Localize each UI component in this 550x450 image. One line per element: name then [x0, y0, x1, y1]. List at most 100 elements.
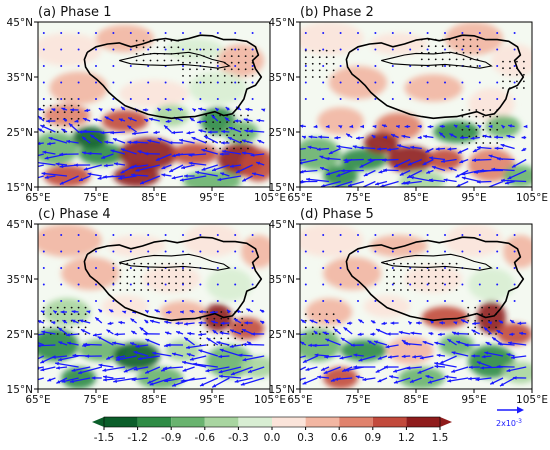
stipple-dot [182, 68, 184, 71]
wind-arrow [472, 321, 480, 326]
weak-vector [147, 300, 150, 302]
x-tick-label: 85°E [403, 394, 428, 406]
weak-vector [513, 65, 516, 67]
weak-vector [129, 48, 132, 51]
wind-arrow [182, 366, 195, 372]
stipple-dot [441, 65, 444, 67]
wind-arrow [127, 140, 137, 145]
weak-vector [216, 32, 219, 34]
stipple-dot [126, 262, 129, 265]
stipple-dot [77, 326, 80, 329]
wind-arrow [206, 337, 219, 346]
wind-arrow [389, 375, 399, 379]
wind-arrow [55, 361, 79, 368]
stipple-dot [482, 142, 485, 144]
weak-vector [251, 283, 254, 286]
wind-arrow [84, 108, 91, 113]
weak-vector [322, 283, 325, 286]
wind-arrow [422, 158, 434, 166]
stipple-dot [49, 98, 52, 100]
x-tick-label: 95°E [461, 192, 486, 204]
stipple-dot [474, 319, 477, 322]
stipple-dot [455, 58, 458, 61]
wind-arrow [218, 374, 242, 379]
wind-arrow [359, 158, 376, 169]
wind-arrow [308, 135, 318, 139]
anomaly-patch [305, 298, 353, 326]
stipple-dot [318, 333, 321, 335]
stipple-dot [420, 275, 423, 278]
wind-arrow [523, 124, 528, 129]
anomaly-patch [96, 24, 154, 53]
stipple-dot [304, 56, 307, 59]
stipple-dot [212, 127, 215, 130]
stipple-dot [230, 48, 233, 51]
stipple-dot [156, 46, 159, 49]
wind-arrow [143, 118, 149, 123]
weak-vector [461, 250, 464, 253]
stipple-dot [420, 289, 423, 291]
stipple-dot [70, 117, 73, 120]
weak-vector [42, 234, 45, 236]
stipple-dot [233, 134, 235, 137]
colorbar-label: -0.3 [228, 432, 249, 444]
stipple-dot [70, 326, 73, 329]
stipple-dot [56, 319, 59, 322]
weak-vector [216, 283, 219, 286]
wind-arrow [246, 308, 253, 313]
wind-arrow [143, 332, 160, 336]
stipple-dot [434, 275, 437, 278]
plateau-boundary [83, 34, 263, 120]
weak-vector [513, 32, 516, 34]
stipple-dot [175, 289, 177, 291]
wind-arrow [375, 366, 388, 374]
weak-vector [129, 65, 132, 67]
wind-arrow [131, 330, 137, 335]
wind-arrow [468, 365, 480, 369]
stipple-dot [393, 262, 395, 265]
wind-arrow [395, 124, 400, 129]
wind-arrow [506, 353, 515, 357]
stipple-dot [522, 80, 525, 83]
stipple-dot [202, 75, 205, 77]
weak-vector [164, 300, 167, 302]
weak-vector [391, 81, 394, 84]
weak-vector [357, 65, 359, 67]
colorbar-label: 1.2 [398, 432, 415, 444]
stipple-dot [170, 59, 173, 62]
wind-arrow [139, 175, 161, 185]
stipple-dot [406, 262, 409, 265]
wind-arrow [306, 177, 330, 183]
stipple-dot [77, 313, 80, 316]
stipple-dot [119, 275, 122, 278]
wind-arrow [101, 153, 114, 159]
weak-vector [234, 98, 237, 100]
wind-arrow [120, 106, 126, 111]
anomaly-patch [241, 235, 270, 268]
stipple-dot [70, 306, 73, 309]
weak-vector [95, 98, 97, 100]
wind-arrow [123, 366, 137, 373]
stipple-dot [332, 333, 335, 335]
stipple-dot [496, 128, 499, 131]
y-tick-label: 35°N [269, 72, 295, 84]
wind-arrow [448, 167, 457, 172]
stipple-dot [482, 122, 485, 125]
wind-arrow [127, 125, 137, 133]
wind-arrow [51, 108, 56, 112]
weak-vector [182, 65, 184, 67]
stipple-dot [434, 269, 437, 272]
wind-arrow [324, 319, 330, 324]
stipple-dot [455, 269, 458, 272]
wind-arrow [249, 129, 265, 133]
colorbar-swatch [339, 417, 373, 427]
wind-arrow [55, 162, 68, 166]
anomaly-patch [491, 44, 532, 77]
y-tick-label: 45°N [7, 219, 33, 231]
wind-arrow [62, 319, 68, 324]
wind-arrow [46, 141, 56, 146]
wind-arrow [198, 321, 207, 325]
wind-arrow [305, 366, 318, 371]
wind-arrow [210, 310, 218, 315]
wind-arrow [307, 145, 318, 150]
